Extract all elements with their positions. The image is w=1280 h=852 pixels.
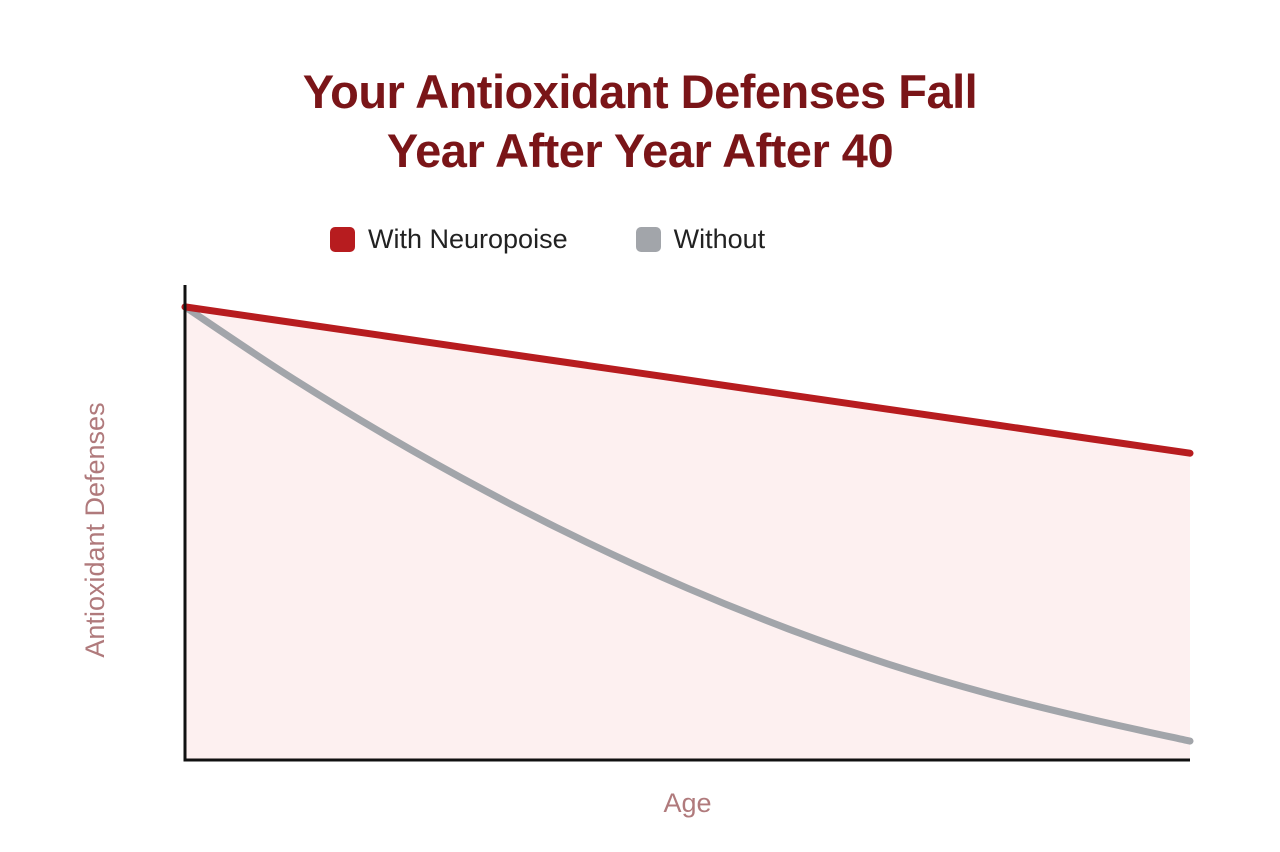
shaded-area bbox=[185, 306, 1190, 760]
legend-item-without: Without bbox=[635, 223, 766, 255]
chart-legend: With Neuropoise Without bbox=[330, 222, 833, 256]
y-axis-label: Antioxidant Defenses bbox=[80, 402, 110, 657]
x-axis-label: Age bbox=[663, 788, 711, 818]
legend-label-without: Without bbox=[673, 223, 766, 254]
chart-title-line-1: Your Antioxidant Defenses Fall bbox=[302, 65, 978, 118]
legend-swatch-with-neuropoise bbox=[330, 226, 355, 252]
chart-title: Your Antioxidant Defenses Fall Year Afte… bbox=[0, 62, 1280, 180]
chart-title-line-2: Year After Year After 40 bbox=[386, 124, 894, 177]
legend-swatch-without bbox=[635, 226, 661, 252]
series-layer bbox=[181, 303, 1194, 745]
series-line-without bbox=[181, 303, 1194, 745]
series-line-with-neuropoise bbox=[181, 303, 1194, 457]
legend-label-with-neuropoise: With Neuropoise bbox=[368, 223, 568, 254]
legend-item-with-neuropoise: With Neuropoise bbox=[330, 224, 568, 255]
